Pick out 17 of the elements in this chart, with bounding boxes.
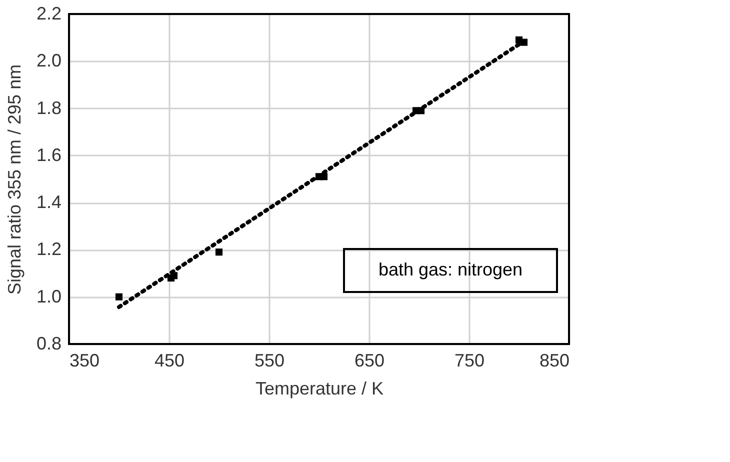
x-tick-label: 750 bbox=[454, 350, 485, 370]
annotation: bath gas: nitrogen bbox=[378, 260, 523, 280]
x-axis-title: Temperature / K bbox=[255, 378, 384, 398]
x-tick-label: 350 bbox=[70, 350, 100, 370]
x-tick-label: 850 bbox=[539, 350, 570, 370]
y-tick-label: 1.6 bbox=[36, 144, 62, 165]
x-tick-label: 550 bbox=[254, 350, 285, 370]
y-tick-label: 2.2 bbox=[36, 4, 62, 24]
y-tick-label: 1.8 bbox=[36, 98, 62, 118]
y-tick-label: 1.0 bbox=[36, 286, 62, 306]
y-tick-label: 0.8 bbox=[36, 334, 62, 354]
y-tick-label: 1.4 bbox=[36, 192, 62, 212]
y-axis-title: Signal ratio 355 nm / 295 nm bbox=[4, 64, 24, 295]
x-tick-label: 450 bbox=[154, 350, 185, 370]
y-tick-label: 1.2 bbox=[36, 239, 62, 260]
x-tick-label: 650 bbox=[354, 350, 385, 370]
y-tick-label: 2.0 bbox=[36, 50, 62, 71]
